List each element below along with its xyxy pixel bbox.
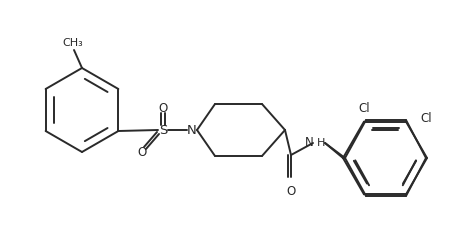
Text: Cl: Cl <box>420 111 432 124</box>
Text: N: N <box>305 136 313 150</box>
Text: O: O <box>287 185 295 198</box>
Text: O: O <box>158 101 168 114</box>
Text: H: H <box>317 138 325 148</box>
Text: Cl: Cl <box>358 102 370 115</box>
Text: O: O <box>138 146 147 158</box>
Text: CH₃: CH₃ <box>63 38 83 48</box>
Text: S: S <box>159 123 167 136</box>
Text: N: N <box>187 123 197 136</box>
